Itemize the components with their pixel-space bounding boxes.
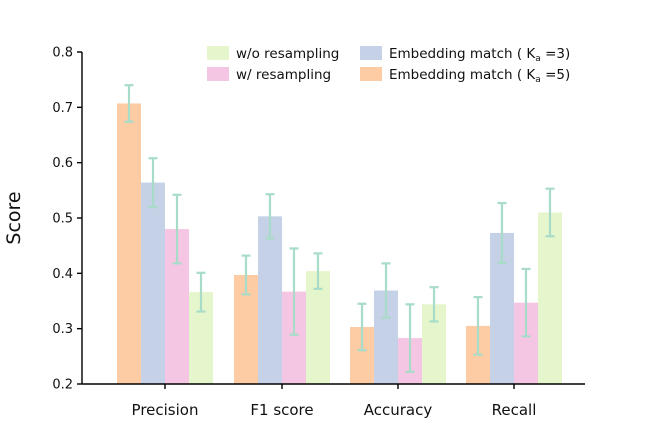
- y-tick-label: 0.3: [52, 322, 73, 337]
- bar-series-1-precision: [141, 182, 165, 384]
- legend: w/o resampling Embedding match ( Ka =3) w/…: [207, 46, 570, 85]
- legend-swatch-0: [360, 67, 382, 81]
- legend-label-2: w/ resampling: [236, 67, 331, 83]
- bar-series-3-f1-score: [306, 271, 330, 384]
- x-tick-label: Recall: [492, 401, 537, 419]
- x-tick-label: Precision: [132, 401, 199, 419]
- y-tick-label: 0.6: [52, 156, 73, 171]
- legend-label-3: w/o resampling: [236, 46, 339, 62]
- axes-layer: 0.2 0.3 0.4 0.5 0.6 0.7 0.8 Precision F1 score Ac…: [52, 46, 585, 419]
- x-tick-label: F1 score: [250, 401, 313, 419]
- errorbars-layer: [124, 84, 555, 373]
- y-axis-title: Score: [3, 191, 25, 244]
- y-tick-label: 0.4: [52, 267, 73, 282]
- bar-series-0-precision: [117, 103, 141, 385]
- x-tick-label: Accuracy: [364, 401, 433, 419]
- legend-swatch-3: [207, 46, 229, 60]
- y-tick-label: 0.7: [52, 101, 73, 116]
- bar-series-3-recall: [538, 212, 562, 384]
- y-tick-label: 0.5: [52, 212, 73, 227]
- legend-swatch-2: [207, 67, 229, 81]
- y-tick-label: 0.8: [52, 46, 73, 61]
- legend-label-1: Embedding match ( Ka =3): [389, 46, 570, 64]
- bars-layer: [117, 103, 562, 385]
- bar-series-1-f1-score: [258, 216, 282, 384]
- y-tick-label: 0.2: [52, 378, 73, 393]
- legend-label-0: Embedding match ( Ka =5): [389, 67, 570, 85]
- legend-swatch-1: [360, 46, 382, 60]
